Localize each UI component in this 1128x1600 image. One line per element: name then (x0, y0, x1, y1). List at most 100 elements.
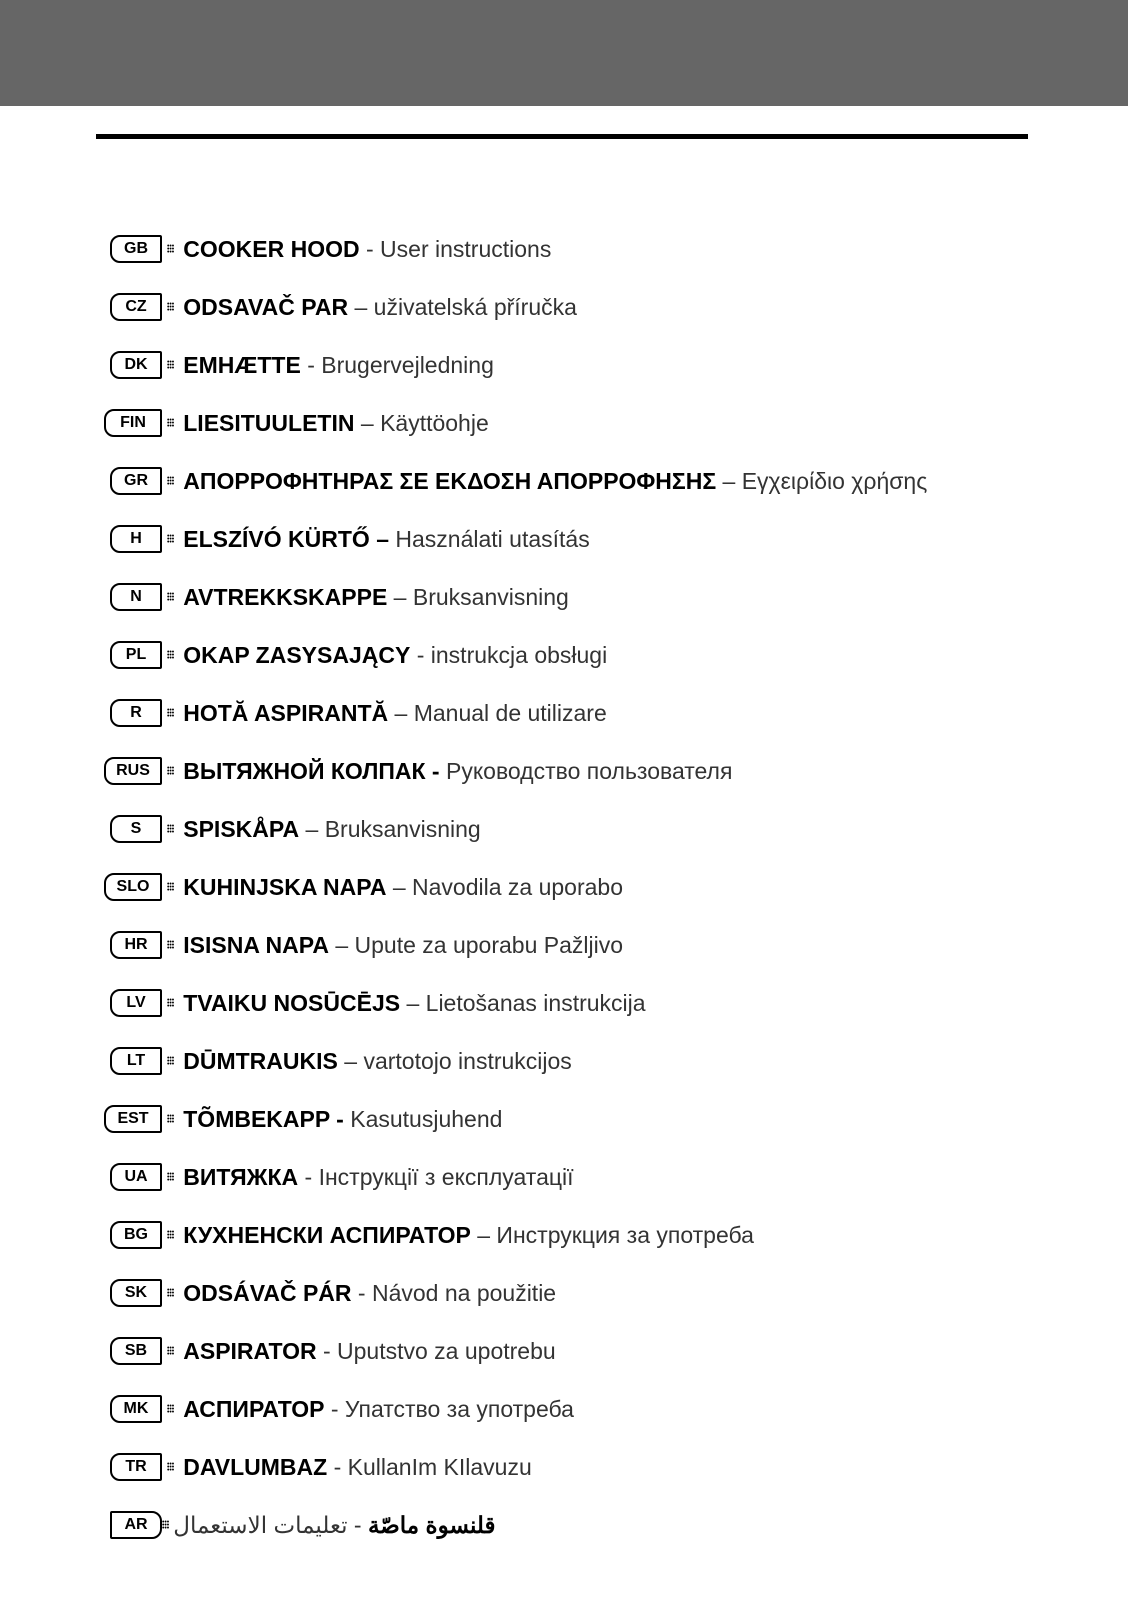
language-code-badge: MK (110, 1395, 162, 1423)
perforation-icon: • • •• • •• • • (167, 245, 173, 254)
perforation-icon: • • •• • •• • • (167, 535, 173, 544)
perforation-icon: • • •• • •• • • (167, 361, 173, 370)
perforation-icon: • • •• • •• • • (167, 825, 173, 834)
language-code-badge: BG (110, 1221, 162, 1249)
language-code-badge: SLO (104, 873, 162, 901)
language-entry: GB • • •• • •• • • COOKER HOOD - User inst… (96, 228, 1028, 270)
language-code-badge: DK (110, 351, 162, 379)
separator: - (301, 352, 321, 378)
manual-description: Uputstvo za upotrebu (337, 1338, 556, 1364)
product-title: TÕMBEKAPP - (183, 1106, 344, 1132)
language-label: قلنسوة ماصّة - تعليمات الاستعمال (173, 1512, 495, 1539)
language-entry: TR• • •• • •• • •DAVLUMBAZ - KullanIm KI… (96, 1446, 1028, 1488)
language-code-badge: CZ (110, 293, 162, 321)
separator: - (324, 1396, 344, 1422)
product-title: ΑΠΟΡΡΟΦΗΤΗΡΑΣ ΣΕ ΕΚΔΟΣΗ ΑΠΟΡΡΟΦΗΣΗΣ (183, 468, 716, 494)
language-entry: GR • • •• • •• • • ΑΠΟΡΡΟΦΗΤΗΡΑΣ ΣΕ ΕΚΔΟΣΗ… (96, 460, 1028, 502)
language-code-badge: EST (104, 1105, 162, 1133)
product-title: АСПИРАТОР (183, 1396, 324, 1422)
language-code-badge: HR (110, 931, 162, 959)
language-code-badge: H (110, 525, 162, 553)
header-divider (96, 134, 1028, 139)
language-badge-wrapper: MK (96, 1395, 162, 1423)
language-badge-wrapper: AR (96, 1511, 162, 1539)
separator: - (317, 1338, 337, 1364)
language-label: ELSZÍVÓ KÜRTŐ – Használati utasítás (183, 526, 589, 553)
language-code-badge: AR (110, 1511, 162, 1539)
product-title: قلنسوة ماصّة (368, 1512, 496, 1538)
manual-description: Kasutusjuhend (350, 1106, 502, 1132)
separator: - (298, 1164, 318, 1190)
language-code-badge: SK (110, 1279, 162, 1307)
language-list: GB • • •• • •• • • COOKER HOOD - User inst… (96, 228, 1028, 1562)
separator: – (388, 700, 414, 726)
language-badge-wrapper: CZ (96, 293, 162, 321)
perforation-icon: • • •• • •• • • (167, 883, 173, 892)
language-label: LIESITUULETIN – Käyttöohje (183, 410, 489, 437)
language-entry: HR• • •• • •• • •ISISNA NAPA – Upute za … (96, 924, 1028, 966)
language-badge-wrapper: SB (96, 1337, 162, 1365)
product-title: ODSÁVAČ PÁR (183, 1280, 351, 1306)
language-code-badge: TR (110, 1453, 162, 1481)
language-label: ВЫТЯЖНОЙ КОЛПАК - Руководство пользовате… (183, 758, 732, 785)
perforation-icon: • • •• • •• • • (167, 477, 173, 486)
manual-description: Упатство за употреба (345, 1396, 574, 1422)
separator: – (348, 294, 374, 320)
manual-description: Navodila za uporabo (412, 874, 623, 900)
language-entry: LV• • •• • •• • •TVAIKU NOSŪCĒJS – Lieto… (96, 982, 1028, 1024)
language-entry: UA• • •• • •• • •ВИТЯЖКА - Інструкції з … (96, 1156, 1028, 1198)
language-badge-wrapper: GR (96, 467, 162, 495)
product-title: KUHINJSKA NAPA (183, 874, 386, 900)
product-title: HOTĂ ASPIRANTĂ (183, 700, 388, 726)
language-entry: BG• • •• • •• • •КУХНЕНСКИ АСПИРАТОР – И… (96, 1214, 1028, 1256)
product-title: COOKER HOOD (183, 236, 359, 262)
language-code-badge: FIN (104, 409, 162, 437)
language-entry: CZ• • •• • •• • •ODSAVAČ PAR – uživatels… (96, 286, 1028, 328)
manual-description: instrukcja obsługi (431, 642, 607, 668)
language-badge-wrapper: SLO (96, 873, 162, 901)
product-title: ISISNA NAPA (183, 932, 329, 958)
language-entry: EST • • •• • •• • • TÕMBEKAPP - Kasutusjuh… (96, 1098, 1028, 1140)
product-title: SPISKÅPA (183, 816, 299, 842)
language-badge-wrapper: TR (96, 1453, 162, 1481)
product-title: КУХНЕНСКИ АСПИРАТОР (183, 1222, 471, 1248)
language-entry: H • • •• • •• • • ELSZÍVÓ KÜRTŐ – Használa… (96, 518, 1028, 560)
manual-description: Lietošanas instrukcija (426, 990, 646, 1016)
separator: - (410, 642, 430, 668)
perforation-icon: • • •• • •• • • (167, 593, 173, 602)
separator: - (352, 1280, 372, 1306)
manual-description: تعليمات الاستعمال (173, 1512, 347, 1538)
perforation-icon: • • •• • •• • • (167, 1115, 173, 1124)
manual-description: Návod na použitie (372, 1280, 556, 1306)
manual-description: Bruksanvisning (413, 584, 569, 610)
language-label: AVTREKKSKAPPE – Bruksanvisning (183, 584, 569, 611)
language-code-badge: SB (110, 1337, 162, 1365)
manual-description: Εγχειρίδιο χρήσης (742, 468, 928, 494)
perforation-icon: • • •• • •• • • (167, 1405, 173, 1414)
perforation-icon: • • •• • •• • • (167, 1463, 173, 1472)
manual-description: uživatelská příručka (374, 294, 577, 320)
language-badge-wrapper: BG (96, 1221, 162, 1249)
separator: – (387, 584, 413, 610)
language-label: КУХНЕНСКИ АСПИРАТОР – Инструкция за упот… (183, 1222, 754, 1249)
language-code-badge: R (110, 699, 162, 727)
language-code-badge: LV (110, 989, 162, 1017)
manual-description: Инструкция за употреба (496, 1222, 754, 1248)
product-title: OKAP ZASYSAJĄCY (183, 642, 410, 668)
perforation-icon: • • •• • •• • • (167, 999, 173, 1008)
language-code-badge: PL (110, 641, 162, 669)
language-label: TÕMBEKAPP - Kasutusjuhend (183, 1106, 502, 1133)
manual-description: Bruksanvisning (325, 816, 481, 842)
perforation-icon: • • •• • •• • • (167, 1347, 173, 1356)
language-label: COOKER HOOD - User instructions (183, 236, 551, 263)
separator: – (716, 468, 742, 494)
manual-description: User instructions (380, 236, 551, 262)
product-title: DŪMTRAUKIS (183, 1048, 338, 1074)
language-entry: LT• • •• • •• • •DŪMTRAUKIS – vartotojo … (96, 1040, 1028, 1082)
language-label: ASPIRATOR - Uputstvo za upotrebu (183, 1338, 555, 1365)
language-code-badge: RUS (104, 757, 162, 785)
language-code-badge: LT (110, 1047, 162, 1075)
perforation-icon: • • •• • •• • • (167, 1173, 173, 1182)
language-badge-wrapper: PL (96, 641, 162, 669)
language-badge-wrapper: GB (96, 235, 162, 263)
